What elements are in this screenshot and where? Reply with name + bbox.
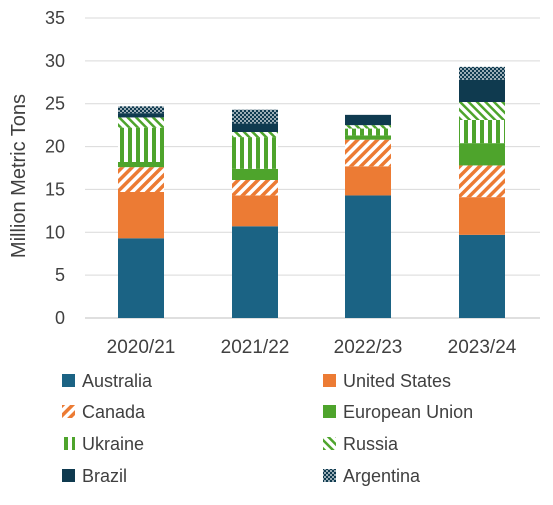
y-tick-label: 25 xyxy=(45,94,65,114)
bar-segment-european-union xyxy=(232,168,278,180)
y-tick-label: 10 xyxy=(45,222,65,242)
x-tick-label: 2022/23 xyxy=(334,337,403,358)
bar-segment-brazil xyxy=(459,79,505,102)
legend-item: United States xyxy=(323,371,451,391)
bar-segment-australia xyxy=(232,226,278,318)
bar-segment-ukraine xyxy=(345,128,391,136)
y-tick-label: 20 xyxy=(45,137,65,157)
legend-label: Canada xyxy=(82,402,146,422)
legend-label: Australia xyxy=(82,371,153,391)
legend-label: Russia xyxy=(343,434,399,454)
bar-segment-australia xyxy=(345,195,391,318)
bar-segment-canada xyxy=(345,139,391,167)
x-tick-label: 2020/21 xyxy=(107,337,176,358)
legend-item: Argentina xyxy=(323,466,421,486)
y-tick-label: 30 xyxy=(45,51,65,71)
legend-swatch xyxy=(62,437,75,450)
bar-segment-australia xyxy=(459,234,505,318)
bar-segment-united-states xyxy=(345,166,391,196)
y-axis-title: Million Metric Tons xyxy=(8,94,30,258)
legend-swatch xyxy=(62,469,75,482)
x-axis-ticks: 2020/21 2021/22 2022/23 2023/24 xyxy=(107,337,517,358)
y-axis-ticks: 0 5 10 15 20 25 30 35 xyxy=(45,8,65,328)
legend-item: Brazil xyxy=(62,466,127,486)
legend-item: European Union xyxy=(323,402,473,422)
bar-segment-european-union xyxy=(118,162,164,168)
bar-segment-canada xyxy=(232,180,278,196)
legend-swatch xyxy=(62,374,75,387)
bar-segment-united-states xyxy=(459,197,505,235)
y-tick-label: 5 xyxy=(55,265,65,285)
bar-segment-ukraine xyxy=(459,120,505,144)
legend-label: European Union xyxy=(343,402,473,422)
bar-segment-brazil xyxy=(118,113,164,118)
legend-swatch xyxy=(323,469,336,482)
bar-segment-brazil xyxy=(232,123,278,132)
bar-segment-argentina xyxy=(459,66,505,80)
legend-swatch xyxy=(323,437,336,450)
bar-segment-united-states xyxy=(232,195,278,227)
bar-segment-united-states xyxy=(118,192,164,239)
bar-segment-russia xyxy=(118,117,164,128)
bar-segment-ukraine xyxy=(118,127,164,162)
x-tick-label: 2023/24 xyxy=(448,337,517,358)
y-tick-label: 15 xyxy=(45,179,65,199)
bar-segment-argentina xyxy=(232,109,278,124)
bar-segment-russia xyxy=(459,102,505,120)
legend-label: Brazil xyxy=(82,466,127,486)
y-tick-label: 35 xyxy=(45,8,65,28)
bar-segment-russia xyxy=(232,132,278,138)
bar-segment-canada xyxy=(459,165,505,198)
legend-swatch xyxy=(323,374,336,387)
legend-item: Australia xyxy=(62,371,153,391)
bar-segment-australia xyxy=(118,238,164,318)
legend-item: Ukraine xyxy=(62,434,144,454)
y-tick-label: 0 xyxy=(55,308,65,328)
bar-segment-ukraine xyxy=(232,137,278,169)
x-tick-label: 2021/22 xyxy=(221,337,290,358)
legend-swatch xyxy=(323,405,336,418)
legend: Australia United States Canada European Uni… xyxy=(62,371,473,486)
bar-segment-brazil xyxy=(345,114,391,126)
legend-label: Ukraine xyxy=(82,434,144,454)
bar-segment-canada xyxy=(118,167,164,192)
legend-item: Russia xyxy=(323,434,399,454)
bars xyxy=(118,66,505,318)
bar-segment-european-union xyxy=(459,143,505,166)
bar-segment-european-union xyxy=(345,135,391,140)
legend-swatch xyxy=(62,405,75,418)
bar-segment-russia xyxy=(345,125,391,129)
legend-label: United States xyxy=(343,371,451,391)
legend-item: Canada xyxy=(62,402,146,422)
bar-segment-argentina xyxy=(118,106,164,114)
legend-label: Argentina xyxy=(343,466,421,486)
